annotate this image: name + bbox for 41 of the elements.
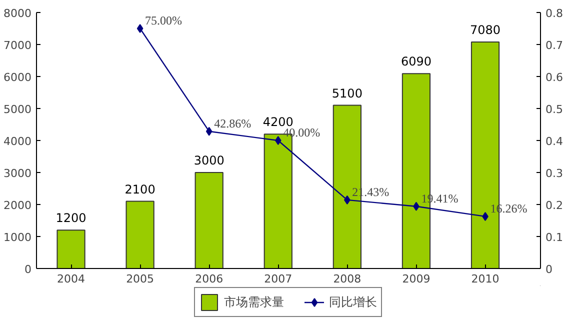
y2-tick-label: 0.8 — [546, 7, 563, 20]
data-label: 2100 — [124, 182, 156, 196]
y2-tick-label: 0.1 — [546, 231, 563, 244]
legend-label: 市场需求量 — [224, 294, 284, 310]
y2-tick-label: 0.5 — [546, 103, 563, 116]
y-tick-label: 7000 — [4, 39, 32, 52]
data-label: 1200 — [56, 211, 86, 226]
y-tick-label: 4000 — [4, 135, 32, 148]
y2-tick-label: 0.6 — [546, 71, 563, 84]
y2-tick-label: 0.2 — [546, 199, 563, 212]
y-tick-label: 0 — [24, 263, 32, 276]
data-label: 5100 — [332, 86, 362, 100]
x-tick-label: 2007 — [264, 272, 292, 286]
y2-tick-label: 0.7 — [546, 39, 563, 52]
y2-tick-label: 0 — [546, 263, 552, 276]
data-label: 3000 — [194, 154, 224, 168]
legend-label: 同比增长 — [329, 294, 377, 310]
x-tick-label: 2009 — [402, 272, 430, 286]
x-tick-label: 2004 — [57, 272, 86, 286]
x-tick-label: 2008 — [333, 272, 362, 286]
y2-tick-label: 0.4 — [546, 135, 563, 148]
bar — [194, 172, 224, 268]
y-tick-label: 1000 — [4, 231, 32, 244]
y-tick-label: 3000 — [4, 167, 32, 180]
y-tick-label: 2000 — [4, 199, 32, 212]
y2-tick-label: 0.3 — [546, 167, 563, 180]
data-label: 7080 — [470, 22, 501, 37]
y-tick-label: 6000 — [4, 71, 32, 84]
x-tick-label: 2010 — [471, 272, 500, 286]
bar — [56, 230, 86, 268]
data-label: 42.86% — [214, 116, 252, 130]
point — [136, 24, 144, 33]
data-label: 6090 — [400, 54, 432, 69]
x-tick-label: 2005 — [126, 272, 154, 286]
point — [274, 136, 282, 145]
data-label: 75.00% — [145, 14, 182, 28]
bar — [126, 200, 154, 268]
point — [206, 126, 212, 136]
y-tick-label: 8000 — [4, 7, 32, 20]
x-tick-label: 2006 — [195, 272, 224, 286]
y-tick-label: 5000 — [4, 103, 32, 116]
